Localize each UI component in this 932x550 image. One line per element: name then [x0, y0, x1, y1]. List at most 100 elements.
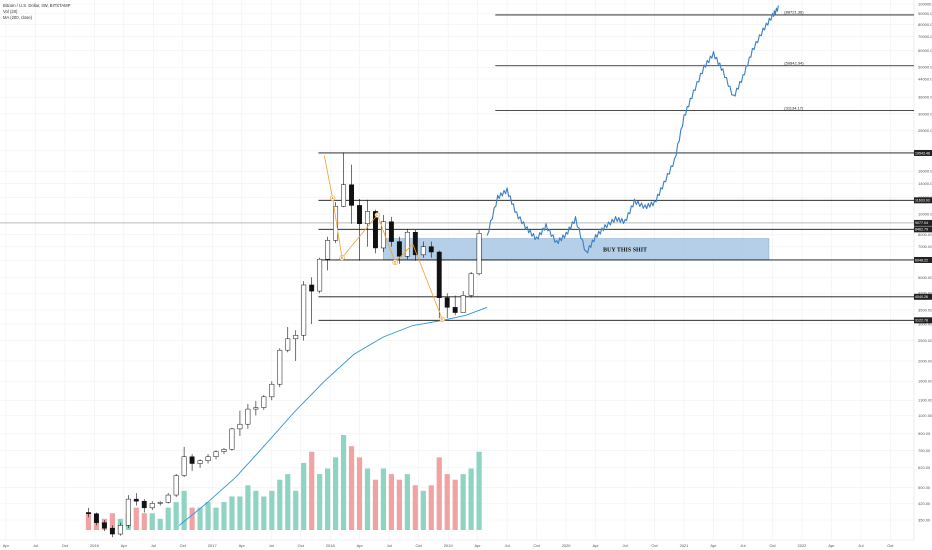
- candle-body: [133, 498, 139, 502]
- candle-body: [309, 284, 315, 292]
- volume-bar: [261, 496, 267, 530]
- candle-body: [412, 231, 418, 256]
- candle-body: [333, 205, 339, 241]
- volume-bar: [348, 446, 355, 530]
- moving-average-line: [179, 306, 488, 526]
- volume-bar: [452, 479, 458, 530]
- candle-body: [197, 460, 203, 464]
- time-tick-label: Jul: [622, 543, 627, 548]
- candle-body: [245, 408, 251, 425]
- candle-body: [301, 284, 307, 336]
- volume-bar: [317, 474, 323, 530]
- price-tick-label: 90000.00: [918, 11, 932, 16]
- time-tick-label: 2020: [562, 543, 572, 548]
- time-tick-label: Oct: [298, 543, 305, 548]
- candle-body: [420, 246, 426, 256]
- legend-volume: Vol (20): [3, 9, 18, 14]
- candle-body: [317, 258, 323, 292]
- candle-body: [125, 498, 131, 526]
- candle-body: [189, 456, 195, 464]
- price-level-tag-label: 11633.93: [915, 199, 930, 203]
- chart-legend: Bitcoin / U.S. Dollar, 3W, BITSTAMP Vol …: [3, 3, 70, 21]
- price-tick-label: 30000.00: [918, 111, 932, 116]
- volume-bar: [165, 507, 171, 530]
- buy-zone-label: BUY THIS SHIT: [603, 247, 647, 253]
- time-tick-label: Oct: [416, 543, 423, 548]
- volume-bar: [293, 490, 299, 530]
- volume-bar: [396, 479, 402, 530]
- price-tick-label: 620.00: [918, 465, 931, 470]
- volume-bar: [325, 468, 331, 530]
- price-level-tag: [914, 226, 932, 233]
- time-tick-label: 2017: [208, 543, 218, 548]
- time-tick-label: Oct: [651, 543, 658, 548]
- volume-bar: [277, 479, 283, 530]
- candle-body: [237, 423, 243, 430]
- volume-bar: [189, 507, 195, 530]
- candle-body: [165, 494, 171, 503]
- price-level-tag: [914, 293, 932, 300]
- wave-point-marker: [439, 316, 445, 323]
- volume-bar: [237, 496, 243, 530]
- time-tick-label: Apr: [828, 543, 835, 548]
- candle-body: [341, 184, 347, 207]
- price-tick-label: 420.00: [918, 501, 931, 506]
- volume-bar: [436, 457, 442, 530]
- volume-bar: [221, 502, 227, 530]
- wave-point-label: D: [394, 260, 397, 264]
- price-tick-label: 1100.00: [918, 413, 932, 418]
- price-level-tag: [914, 219, 932, 226]
- price-tick-label: 7000.00: [918, 244, 932, 249]
- time-tick-label: Jul: [858, 543, 863, 548]
- legend-ma: MA (200, close): [3, 15, 33, 20]
- time-tick-label: Oct: [62, 543, 69, 548]
- price-tick-label: 60000.00: [918, 48, 932, 53]
- price-level-tag-label: 9077.04: [915, 221, 928, 225]
- time-tick-label: Oct: [180, 543, 187, 548]
- volume-bar: [149, 513, 155, 530]
- time-tick-label: Apr: [3, 543, 10, 548]
- volume-bar: [412, 485, 418, 530]
- candle-body: [460, 295, 466, 313]
- price-tick-label: 750.00: [918, 448, 931, 453]
- volume-bar: [309, 451, 315, 530]
- price-tick-label: 80000.00: [918, 22, 932, 27]
- volume-bar: [269, 490, 275, 530]
- candle-body: [109, 527, 115, 535]
- time-tick-label: 2021: [680, 543, 690, 548]
- time-tick-label: 2022: [798, 543, 808, 548]
- wave-point-marker: [392, 259, 398, 265]
- price-tick-label: 25000.00: [918, 128, 932, 133]
- time-tick-label: Oct: [533, 543, 540, 548]
- candle-body: [277, 349, 283, 385]
- time-tick-label: 2018: [326, 543, 336, 548]
- time-tick-label: Jul: [33, 543, 38, 548]
- volume-bar: [133, 507, 139, 530]
- target-level-label: (50842.94): [784, 61, 804, 66]
- volume-bar: [285, 474, 291, 530]
- price-tick-label: 4200.00: [918, 291, 932, 296]
- volume-bar: [181, 490, 187, 530]
- volume-bar: [157, 518, 163, 530]
- price-level-tag-label: 4040.26: [915, 295, 928, 299]
- price-tick-label: 14000.00: [918, 181, 932, 186]
- candle-body: [468, 273, 474, 296]
- time-tick-label: Apr: [357, 543, 364, 548]
- volume-bar: [420, 490, 426, 530]
- candle-body: [396, 241, 402, 257]
- price-tick-label: 10000.00: [918, 212, 932, 217]
- volume-bar: [428, 485, 434, 530]
- wave-point-marker: [374, 212, 381, 218]
- price-tick-label: 44000.00: [918, 76, 932, 81]
- time-tick-label: Jul: [269, 543, 274, 548]
- price-tick-label: 2000.00: [918, 358, 932, 363]
- volume-bar: [332, 457, 339, 530]
- volume-bar: [213, 507, 219, 530]
- volume-bar: [356, 457, 363, 530]
- price-tick-label: 8000.00: [918, 232, 932, 237]
- candle-body: [325, 240, 331, 260]
- candle-body: [141, 500, 147, 509]
- candle-body: [404, 231, 410, 257]
